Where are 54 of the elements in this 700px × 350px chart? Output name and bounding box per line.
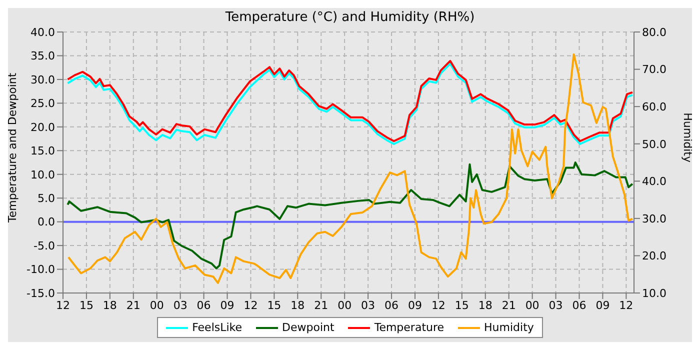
y-axis-title: Temperature and Dewpoint <box>6 72 19 224</box>
x-tick-label: 00 <box>150 298 164 312</box>
legend-label: Temperature <box>374 321 444 334</box>
y-tick-label: 20.0 <box>30 120 55 134</box>
y2-tick-label: 10.0 <box>642 286 666 300</box>
x-tick-label: 00 <box>338 298 352 312</box>
y-tick-label: 40.0 <box>30 26 55 39</box>
x-tick-label: 12 <box>56 298 70 312</box>
x-tick-label: 15 <box>454 298 469 312</box>
y-tick-label: 35.0 <box>30 50 55 63</box>
x-tick-label: 06 <box>384 298 399 312</box>
x-tick-label: 12 <box>244 298 258 312</box>
x-tick-label: 21 <box>502 298 516 312</box>
line-series <box>66 162 634 270</box>
x-tick-label: 03 <box>173 298 188 312</box>
y2-axis-title: Humidity <box>681 112 694 163</box>
legend-label: Humidity <box>484 321 534 334</box>
y-tick-label: 25.0 <box>30 97 55 110</box>
y2-tick-label: 80.0 <box>642 26 666 39</box>
y-tick-label: 0.0 <box>38 216 55 229</box>
legend-label: FeelsLike <box>192 321 242 334</box>
y2-tick-label: 60.0 <box>642 100 666 114</box>
x-tick-label: 09 <box>596 298 610 312</box>
x-tick-label: 06 <box>196 298 211 312</box>
x-tick-label: 09 <box>220 298 234 312</box>
y2-tick-label: 20.0 <box>642 250 666 263</box>
y2-tick-label: 70.0 <box>642 63 666 76</box>
y-tick-label: 10.0 <box>30 168 55 182</box>
y-tick-label: 30.0 <box>30 73 55 86</box>
y-tick-label: -5.0 <box>34 239 55 252</box>
y2-tick-label: 40.0 <box>642 175 666 188</box>
x-tick-label: 12 <box>431 298 446 312</box>
y2-tick-label: 50.0 <box>642 138 666 151</box>
x-tick-label: 06 <box>572 298 586 312</box>
y-tick-label: -15.0 <box>26 286 55 300</box>
chart-title: Temperature (°C) and Humidity (RH%) <box>224 9 476 26</box>
x-tick-label: 12 <box>619 298 634 312</box>
line-series <box>67 53 634 284</box>
y2-tick-label: 30.0 <box>642 212 666 226</box>
x-tick-label: 18 <box>102 298 117 312</box>
y-tick-label: 5.0 <box>38 192 55 205</box>
x-tick-label: 03 <box>548 298 563 312</box>
x-tick-label: 18 <box>290 298 305 312</box>
x-tick-label: 09 <box>408 298 422 312</box>
legend-label: Dewpoint <box>282 321 334 334</box>
x-tick-label: 00 <box>525 298 540 312</box>
x-tick-label: 21 <box>126 298 140 312</box>
x-tick-label: 18 <box>478 298 492 312</box>
x-tick-label: 15 <box>79 298 94 312</box>
y-tick-label: 15.0 <box>30 144 55 158</box>
y-tick-label: -10.0 <box>26 263 55 276</box>
x-tick-label: 21 <box>314 298 328 312</box>
x-tick-label: 03 <box>361 298 376 312</box>
x-tick-label: 15 <box>267 298 282 312</box>
